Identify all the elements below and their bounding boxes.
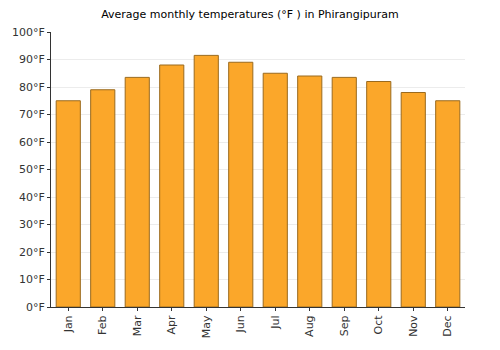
svg-text:May: May <box>200 315 213 338</box>
svg-text:Aug: Aug <box>303 315 316 336</box>
svg-text:Feb: Feb <box>96 315 109 334</box>
svg-text:100°F: 100°F <box>12 26 45 39</box>
svg-text:30°F: 30°F <box>19 218 45 231</box>
svg-text:90°F: 90°F <box>19 53 45 66</box>
svg-text:Dec: Dec <box>441 315 454 336</box>
svg-text:Jan: Jan <box>62 315 75 333</box>
svg-text:Sep: Sep <box>338 315 351 336</box>
svg-text:50°F: 50°F <box>19 163 45 176</box>
svg-text:Mar: Mar <box>131 315 144 336</box>
svg-text:0°F: 0°F <box>26 301 45 314</box>
svg-text:40°F: 40°F <box>19 191 45 204</box>
svg-text:60°F: 60°F <box>19 136 45 149</box>
svg-text:20°F: 20°F <box>19 246 45 259</box>
svg-text:10°F: 10°F <box>19 273 45 286</box>
svg-text:Jun: Jun <box>234 315 247 333</box>
svg-text:Jul: Jul <box>269 315 282 329</box>
svg-text:Apr: Apr <box>165 315 178 335</box>
svg-text:80°F: 80°F <box>19 81 45 94</box>
svg-text:Nov: Nov <box>407 315 420 337</box>
svg-text:Oct: Oct <box>372 315 385 335</box>
svg-text:70°F: 70°F <box>19 108 45 121</box>
svg-text:Average monthly temperatures (: Average monthly temperatures (°F ) in Ph… <box>101 8 399 21</box>
